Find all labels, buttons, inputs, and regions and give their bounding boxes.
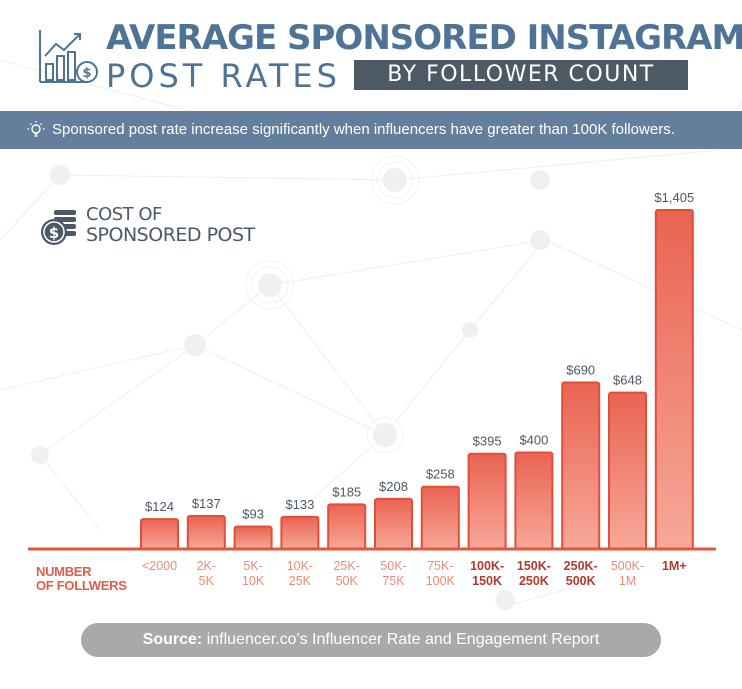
page-title: AVERAGE SPONSORED INSTAGRAM xyxy=(106,18,742,58)
bar-7 xyxy=(467,452,507,550)
category-label-6: 75K-100K xyxy=(426,559,456,588)
svg-text:$: $ xyxy=(49,224,59,242)
source-pill: Source: influencer.co's Influencer Rate … xyxy=(81,623,661,657)
source-text: influencer.co's Influencer Rate and Enga… xyxy=(202,631,600,648)
category-label-2: 5K-10K xyxy=(242,559,265,588)
bar-11 xyxy=(654,209,694,550)
y-axis-label-line2: SPONSORED POST xyxy=(86,224,255,246)
value-label-1: $137 xyxy=(192,496,221,511)
value-label-4: $185 xyxy=(332,484,361,499)
category-label-10: 500K-1M xyxy=(611,559,644,588)
value-label-5: $208 xyxy=(379,479,408,494)
bar-chart: $124 $137 $93 $133 $185 $208 $258 $395 $400 $690 $… xyxy=(28,190,716,588)
x-axis-title: NUMBER OF FOLLWERS xyxy=(36,565,127,593)
value-label-10: $648 xyxy=(613,373,642,388)
bar-6 xyxy=(420,485,460,551)
growth-chart-dollar-icon: $ xyxy=(39,30,98,83)
y-axis-label-line1: COST OF xyxy=(86,204,162,225)
insight-banner: Sponsored post rate increase significant… xyxy=(0,111,742,149)
category-label-9: 250K-500K xyxy=(564,559,598,588)
bar-4 xyxy=(327,503,367,550)
category-label-3: 10K-25K xyxy=(287,559,313,588)
category-label-5: 50K-75K xyxy=(380,559,406,588)
category-label-7: 100K-150K xyxy=(470,559,504,588)
bar-8 xyxy=(514,451,554,551)
y-axis-label: COST OF SPONSORED POST xyxy=(86,204,255,246)
title-badge: BY FOLLOWER COUNT xyxy=(354,60,688,90)
bar-3 xyxy=(280,515,320,550)
value-label-8: $400 xyxy=(519,432,548,447)
value-label-11: $1,405 xyxy=(654,190,694,205)
coins-dollar-icon: $ xyxy=(41,210,76,245)
category-label-8: 150K-250K xyxy=(517,559,551,588)
value-label-2: $93 xyxy=(242,507,264,522)
value-label-3: $133 xyxy=(285,497,314,512)
bar-1 xyxy=(186,514,226,550)
category-label-11: 1M+ xyxy=(662,559,687,573)
category-label-4: 25K-50K xyxy=(333,559,359,588)
lightbulb-icon xyxy=(27,121,45,137)
header: $ AVERAGE SPONSORED INSTAGRAM POST RATES… xyxy=(0,0,742,110)
value-label-7: $395 xyxy=(473,434,502,449)
value-label-6: $258 xyxy=(426,467,455,482)
bar-9 xyxy=(561,381,601,550)
value-label-9: $690 xyxy=(566,363,595,378)
x-axis-title-line2: OF FOLLWERS xyxy=(36,578,127,593)
svg-text:$: $ xyxy=(82,66,91,81)
bar-2 xyxy=(233,525,273,550)
page-subtitle: POST RATES xyxy=(106,57,341,95)
bar-0 xyxy=(140,518,179,550)
source-label: Source: xyxy=(142,631,203,648)
banner-text: Sponsored post rate increase significant… xyxy=(52,121,675,138)
bar-10 xyxy=(608,391,647,550)
x-axis-title-line1: NUMBER xyxy=(36,564,92,579)
category-label-0: <2000 xyxy=(142,559,177,573)
value-label-0: $124 xyxy=(145,499,174,514)
bar-5 xyxy=(374,497,413,551)
category-label-1: 2K-5K xyxy=(197,559,216,588)
